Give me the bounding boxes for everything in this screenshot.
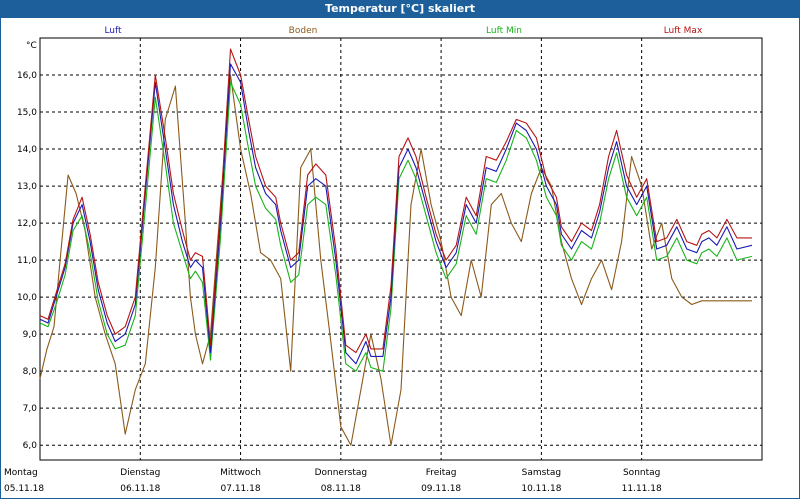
y-tick-label: 10,0 [17,293,37,303]
y-tick-label: 13,0 [17,182,37,192]
x-tick-date: 05.11.18 [4,484,44,494]
chart-title: Temperatur [°C] skaliert [0,0,800,18]
y-tick-label: 12,0 [17,219,37,229]
series-line-luft-min [39,81,753,372]
series-line-luft-max [39,48,752,354]
x-tick-day: Samstag [522,468,561,478]
x-tick-day: Dienstag [120,468,160,478]
y-tick-label: 11,0 [17,256,37,266]
y-tick-label: 9,0 [23,330,38,340]
chart-area: 6,0 7,0 8,0 9,0 10,0 11,0 12,0 13,0 14,0 15,0 16,0… [4,26,763,494]
x-tick-date: 10.11.18 [521,484,561,494]
y-axis-label: °C [26,41,37,51]
x-tick-day: Mittwoch [220,468,261,478]
x-tick-date: 07.11.18 [221,484,261,494]
x-tick-day: Freitag [426,468,457,478]
y-tick-label: 15,0 [17,108,37,118]
y-tick-label: 14,0 [17,145,37,155]
x-tick-day: Montag [4,468,38,478]
legend-entry-luft-max: Luft Max [664,26,703,36]
legend-entry-luft-min: Luft Min [486,26,522,36]
x-tick-date: 06.11.18 [120,484,160,494]
x-tick-date: 08.11.18 [321,484,361,494]
y-tick-label: 7,0 [23,404,38,414]
legend-entry-luft: Luft [104,26,122,36]
x-tick-day: Donnerstag [315,468,368,478]
x-tick-day: Sonntag [623,468,660,478]
x-tick-date: 11.11.18 [622,484,662,494]
y-tick-label: 8,0 [23,367,38,377]
series-line-boden [39,74,752,446]
series-line-luft [39,63,753,365]
legend-entry-boden: Boden [289,26,318,36]
y-tick-label: 6,0 [23,441,38,451]
x-tick-date: 09.11.18 [421,484,461,494]
plot-area [39,37,763,461]
y-tick-label: 16,0 [17,71,37,81]
